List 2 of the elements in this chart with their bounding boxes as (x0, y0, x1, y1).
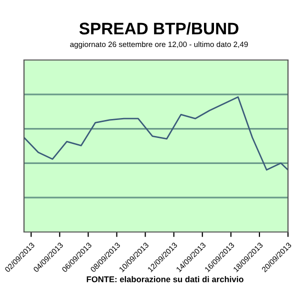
source-note: FONTE: elaborazione su dati di archivio (86, 276, 244, 282)
chart-title: SPREAD BTP/BUND (79, 22, 238, 35)
